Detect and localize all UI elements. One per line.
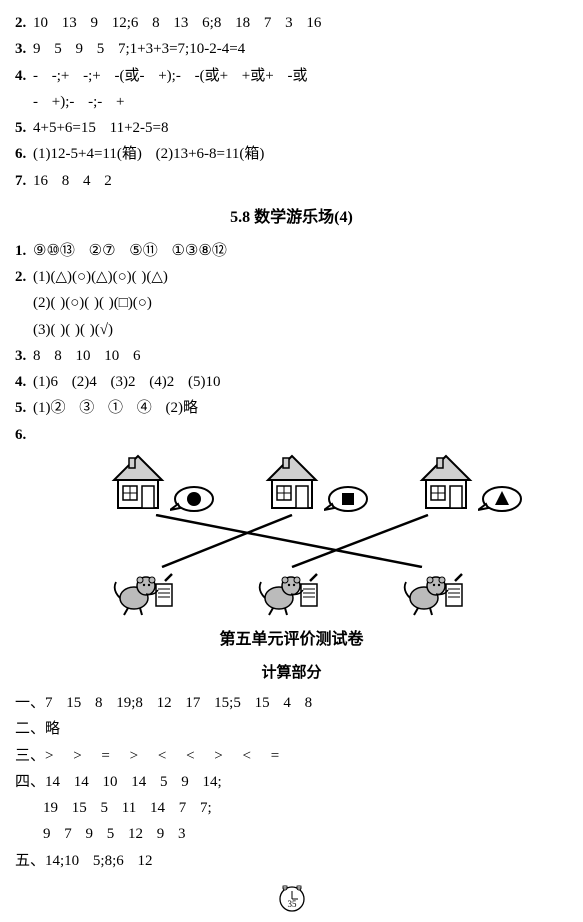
house-unit	[262, 454, 322, 512]
item-text: 10 13 9 12;6 8 13 6;8 18 7 3 16	[33, 10, 568, 36]
answer-line: 2. (1)(△)(○)(△)(○)( )(△)	[15, 264, 568, 290]
matching-figure	[102, 454, 482, 616]
monkey-row	[102, 568, 482, 616]
answer-line-cont: (2)( )(○)( )( )(□)(○)	[33, 290, 568, 316]
answer-line: 五、 14;10 5;8;6 12	[15, 848, 568, 874]
answer-line: 5. (1)② ③ ① ④ (2)略	[15, 395, 568, 421]
answer-line: 4. - -;+ -;+ -(或- +);- -(或+ +或+ -或	[15, 63, 568, 89]
house-icon	[262, 454, 322, 512]
answer-line: 4. (1)6 (2)4 (3)2 (4)2 (5)10	[15, 369, 568, 395]
page-number-badge: 35	[277, 882, 307, 912]
item-text: (1)6 (2)4 (3)2 (4)2 (5)10	[33, 369, 568, 395]
item-text: (1)② ③ ① ④ (2)略	[33, 395, 568, 421]
item-number: 五、	[15, 848, 45, 874]
monkey-icon	[257, 568, 327, 616]
house-icon	[108, 454, 168, 512]
item-text: 7 15 8 19;8 12 17 15;5 15 4 8	[45, 690, 568, 716]
item-number: 一、	[15, 690, 45, 716]
item-number: 1.	[15, 238, 33, 264]
item-text: 8 8 10 10 6	[33, 343, 568, 369]
item-number: 4.	[15, 369, 33, 395]
answer-line: 四、 14 14 10 14 5 9 14;	[15, 769, 568, 795]
item-number: 2.	[15, 264, 33, 290]
unit-title: 第五单元评价测试卷	[15, 626, 568, 654]
square-icon	[342, 493, 354, 505]
answer-line-cont: 19 15 5 11 14 7 7;	[43, 795, 568, 821]
answer-line: 1. ⑨⑩⑬ ②⑦ ⑤⑪ ①③⑧⑫	[15, 238, 568, 264]
answer-line-cont: - +);- -;- +	[33, 89, 568, 115]
answer-line: 6.	[15, 422, 568, 448]
item-text: 略	[45, 716, 568, 742]
answer-line: 2. 10 13 9 12;6 8 13 6;8 18 7 3 16	[15, 10, 568, 36]
house-icon	[416, 454, 476, 512]
answer-line: 3. 9 5 9 5 7;1+3+3=7;10-2-4=4	[15, 36, 568, 62]
item-text: 4+5+6=15 11+2-5=8	[33, 115, 568, 141]
answer-line: 三、 > > = > < < > < =	[15, 743, 568, 769]
monkey-icon	[402, 568, 472, 616]
item-number: 5.	[15, 115, 33, 141]
speech-bubble	[170, 486, 214, 514]
item-text: (1)(△)(○)(△)(○)( )(△)	[33, 264, 568, 290]
answer-line: 3. 8 8 10 10 6	[15, 343, 568, 369]
circle-icon	[187, 492, 201, 506]
house-row	[102, 454, 482, 512]
speech-bubble	[324, 486, 368, 514]
item-text: - -;+ -;+ -(或- +);- -(或+ +或+ -或	[33, 63, 568, 89]
section-title: 5.8 数学游乐场(4)	[15, 204, 568, 232]
house-unit	[416, 454, 476, 512]
item-number: 7.	[15, 168, 33, 194]
item-text: 14 14 10 14 5 9 14;	[45, 769, 568, 795]
answer-line: 二、 略	[15, 716, 568, 742]
item-text: ⑨⑩⑬ ②⑦ ⑤⑪ ①③⑧⑫	[33, 238, 568, 264]
answer-line: 7. 16 8 4 2	[15, 168, 568, 194]
monkey-icon	[112, 568, 182, 616]
unit-subtitle: 计算部分	[15, 660, 568, 686]
item-number: 三、	[15, 743, 45, 769]
item-text: > > = > < < > < =	[45, 743, 568, 769]
house-unit	[108, 454, 168, 512]
item-number: 6.	[15, 141, 33, 167]
answer-line: 5. 4+5+6=15 11+2-5=8	[15, 115, 568, 141]
item-number: 2.	[15, 10, 33, 36]
matching-lines	[102, 514, 482, 568]
item-number: 6.	[15, 422, 33, 448]
item-text	[33, 422, 568, 448]
item-number: 4.	[15, 63, 33, 89]
item-text: 16 8 4 2	[33, 168, 568, 194]
item-number: 3.	[15, 36, 33, 62]
answer-line: 6. (1)12-5+4=11(箱) (2)13+6-8=11(箱)	[15, 141, 568, 167]
page-number: 35	[287, 899, 297, 909]
speech-bubble	[478, 486, 522, 514]
item-text: (1)12-5+4=11(箱) (2)13+6-8=11(箱)	[33, 141, 568, 167]
item-text: 14;10 5;8;6 12	[45, 848, 568, 874]
answer-line-cont: 9 7 9 5 12 9 3	[43, 821, 568, 847]
answer-line: 一、 7 15 8 19;8 12 17 15;5 15 4 8	[15, 690, 568, 716]
item-number: 3.	[15, 343, 33, 369]
item-number: 二、	[15, 716, 45, 742]
item-number: 5.	[15, 395, 33, 421]
item-text: 9 5 9 5 7;1+3+3=7;10-2-4=4	[33, 36, 568, 62]
answer-line-cont: (3)( )( )( )(√)	[33, 317, 568, 343]
item-number: 四、	[15, 769, 45, 795]
